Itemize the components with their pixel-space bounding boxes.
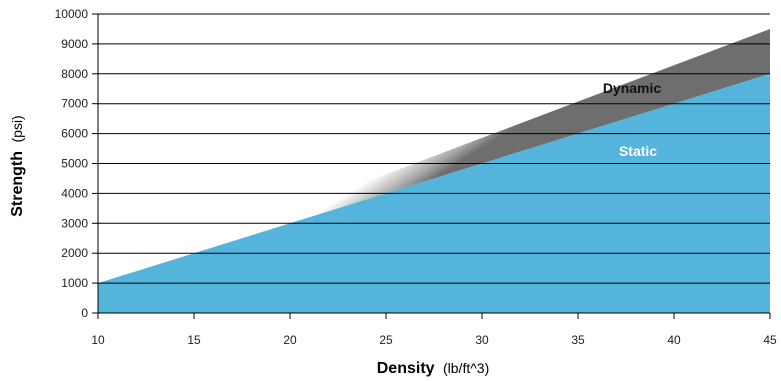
x-tick-label: 35 (571, 333, 585, 347)
x-tick-label: 20 (283, 333, 297, 347)
x-axis-title-main: Density (377, 360, 435, 377)
y-tick-label: 3000 (61, 216, 88, 230)
y-tick-label: 9000 (61, 37, 88, 51)
plot-area (98, 28, 770, 313)
static-band-label: Static (619, 143, 657, 159)
y-tick-label: 2000 (61, 246, 88, 260)
x-axis-title-unit: (lb/ft^3) (443, 360, 489, 376)
x-tick-label: 10 (91, 333, 105, 347)
y-tick-label: 8000 (61, 67, 88, 81)
axes (92, 13, 771, 319)
y-axis-title: Strength (psi) (9, 115, 26, 216)
y-tick-label: 4000 (61, 186, 88, 200)
x-tick-label: 30 (475, 333, 489, 347)
tick-labels: 0 1000 2000 3000 4000 5000 6000 7000 8000 9000 100… (55, 7, 777, 347)
y-tick-label: 6000 (61, 127, 88, 141)
grid-lines (98, 13, 770, 284)
x-tick-label: 15 (187, 333, 201, 347)
x-axis-title: Density (lb/ft^3) (377, 360, 490, 377)
dynamic-band (98, 28, 770, 284)
y-tick-label: 7000 (61, 97, 88, 111)
x-tick-label: 25 (379, 333, 393, 347)
y-tick-label: 1000 (61, 276, 88, 290)
y-tick-label: 10000 (55, 7, 89, 21)
y-axis-title-unit: (psi) (9, 115, 25, 142)
y-tick-label: 0 (81, 306, 88, 320)
y-tick-label: 5000 (61, 157, 88, 171)
x-tick-label: 45 (763, 333, 777, 347)
y-axis-title-main: Strength (9, 151, 26, 217)
dynamic-band-label: Dynamic (603, 80, 662, 96)
x-tick-label: 40 (667, 333, 681, 347)
